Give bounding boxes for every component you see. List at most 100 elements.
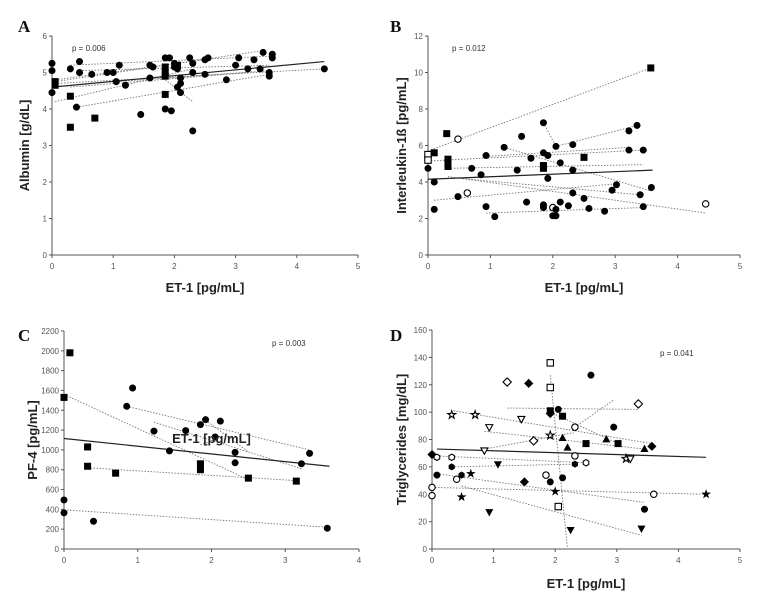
x-tick-label: 5: [356, 262, 361, 271]
data-point: [566, 526, 575, 535]
data-point: [633, 121, 641, 129]
data-point: [484, 424, 494, 433]
data-point: [465, 468, 476, 478]
subject-trend-line: [63, 509, 328, 528]
data-point: [211, 433, 219, 441]
data-point: [542, 471, 550, 479]
data-point: [146, 74, 154, 82]
x-axis-label: ET-1 [pg/mL]: [545, 280, 624, 295]
subject-trend-line: [126, 405, 310, 451]
subject-trend-line: [574, 399, 614, 428]
y-tick-label: 1800: [41, 367, 59, 376]
data-point: [554, 405, 562, 413]
data-point: [513, 166, 521, 174]
data-point: [60, 393, 68, 401]
data-point: [552, 205, 560, 213]
y-tick-label: 2: [419, 215, 424, 224]
data-point: [516, 415, 526, 424]
panel-a: 0 1 2 3 4 5 6 0 1 2 3 4 5 Ap = 0.006 ET-1 [pg/mL] Album…: [17, 17, 361, 295]
data-point: [539, 119, 547, 127]
x-tick-label: 5: [738, 262, 743, 271]
data-point: [587, 371, 595, 379]
x-tick-label: 3: [283, 556, 288, 565]
data-point: [323, 524, 331, 532]
subject-trend-line: [76, 73, 270, 108]
data-point: [265, 72, 273, 80]
subject-trend-line: [486, 207, 644, 214]
data-point: [485, 509, 494, 517]
data-point: [84, 443, 92, 451]
data-point: [582, 440, 590, 448]
data-point: [625, 455, 635, 464]
y-tick-label: 60: [418, 463, 427, 472]
y-tick-label: 12: [414, 32, 423, 41]
data-point: [66, 65, 74, 73]
data-point: [585, 204, 593, 212]
data-point: [458, 471, 465, 479]
data-point: [610, 423, 618, 431]
y-tick-label: 3: [43, 142, 48, 151]
data-point: [90, 517, 98, 525]
data-point: [463, 189, 472, 197]
data-point: [428, 483, 436, 492]
subject-trend-line: [54, 50, 264, 83]
x-tick-label: 4: [357, 556, 362, 565]
x-tick-label: 2: [209, 556, 214, 565]
regression-line: [63, 437, 330, 467]
data-point: [701, 200, 710, 208]
data-point: [546, 383, 555, 392]
data-point: [137, 110, 145, 118]
y-tick-label: 5: [43, 69, 48, 78]
data-point: [112, 469, 120, 477]
data-point: [468, 164, 476, 172]
subject-trend-line: [87, 467, 297, 482]
p-value-annotation: p = 0.012: [452, 44, 486, 53]
subject-trend-line: [453, 410, 652, 445]
data-point: [571, 460, 578, 468]
y-tick-label: 120: [414, 381, 428, 390]
x-tick-label: 4: [676, 556, 681, 565]
y-tick-label: 4: [43, 105, 48, 114]
data-point: [60, 496, 68, 504]
panel-label: D: [390, 326, 402, 345]
y-tick-label: 0: [43, 251, 48, 260]
data-point: [196, 460, 204, 468]
y-tick-label: 8: [419, 105, 424, 114]
data-point: [477, 171, 485, 179]
data-point: [701, 489, 711, 499]
x-tick-label: 5: [738, 556, 743, 565]
data-point: [546, 359, 555, 367]
data-point: [433, 471, 441, 479]
panel-d: 0 20 40 60 80 100 120 140 160 0 1 2 3 4 5 Dp = 0.041 ET-…: [390, 326, 743, 591]
data-point: [250, 56, 258, 64]
data-point: [88, 70, 96, 78]
data-point: [559, 412, 567, 420]
data-point: [569, 189, 577, 197]
x-axis-label: ET-1 [pg/mL]: [172, 431, 251, 446]
x-tick-label: 1: [111, 262, 116, 271]
data-point: [558, 433, 567, 441]
data-point: [640, 444, 649, 452]
data-point: [216, 417, 224, 425]
data-point: [297, 460, 305, 468]
data-point: [72, 103, 80, 111]
subject-trend-line: [427, 67, 651, 152]
data-point: [232, 61, 240, 69]
subject-trend-line: [70, 72, 248, 88]
data-point: [189, 59, 197, 67]
data-point: [493, 461, 502, 469]
data-point: [444, 162, 452, 170]
x-tick-label: 0: [50, 262, 55, 271]
data-point: [527, 154, 535, 162]
data-point: [161, 72, 169, 80]
data-point: [601, 207, 609, 215]
x-tick-label: 3: [613, 262, 618, 271]
y-tick-label: 160: [414, 326, 428, 335]
y-tick-label: 20: [418, 518, 427, 527]
data-point: [647, 441, 657, 451]
data-point: [582, 458, 590, 467]
data-point: [602, 435, 611, 443]
data-point: [123, 402, 131, 410]
data-point: [129, 384, 137, 392]
